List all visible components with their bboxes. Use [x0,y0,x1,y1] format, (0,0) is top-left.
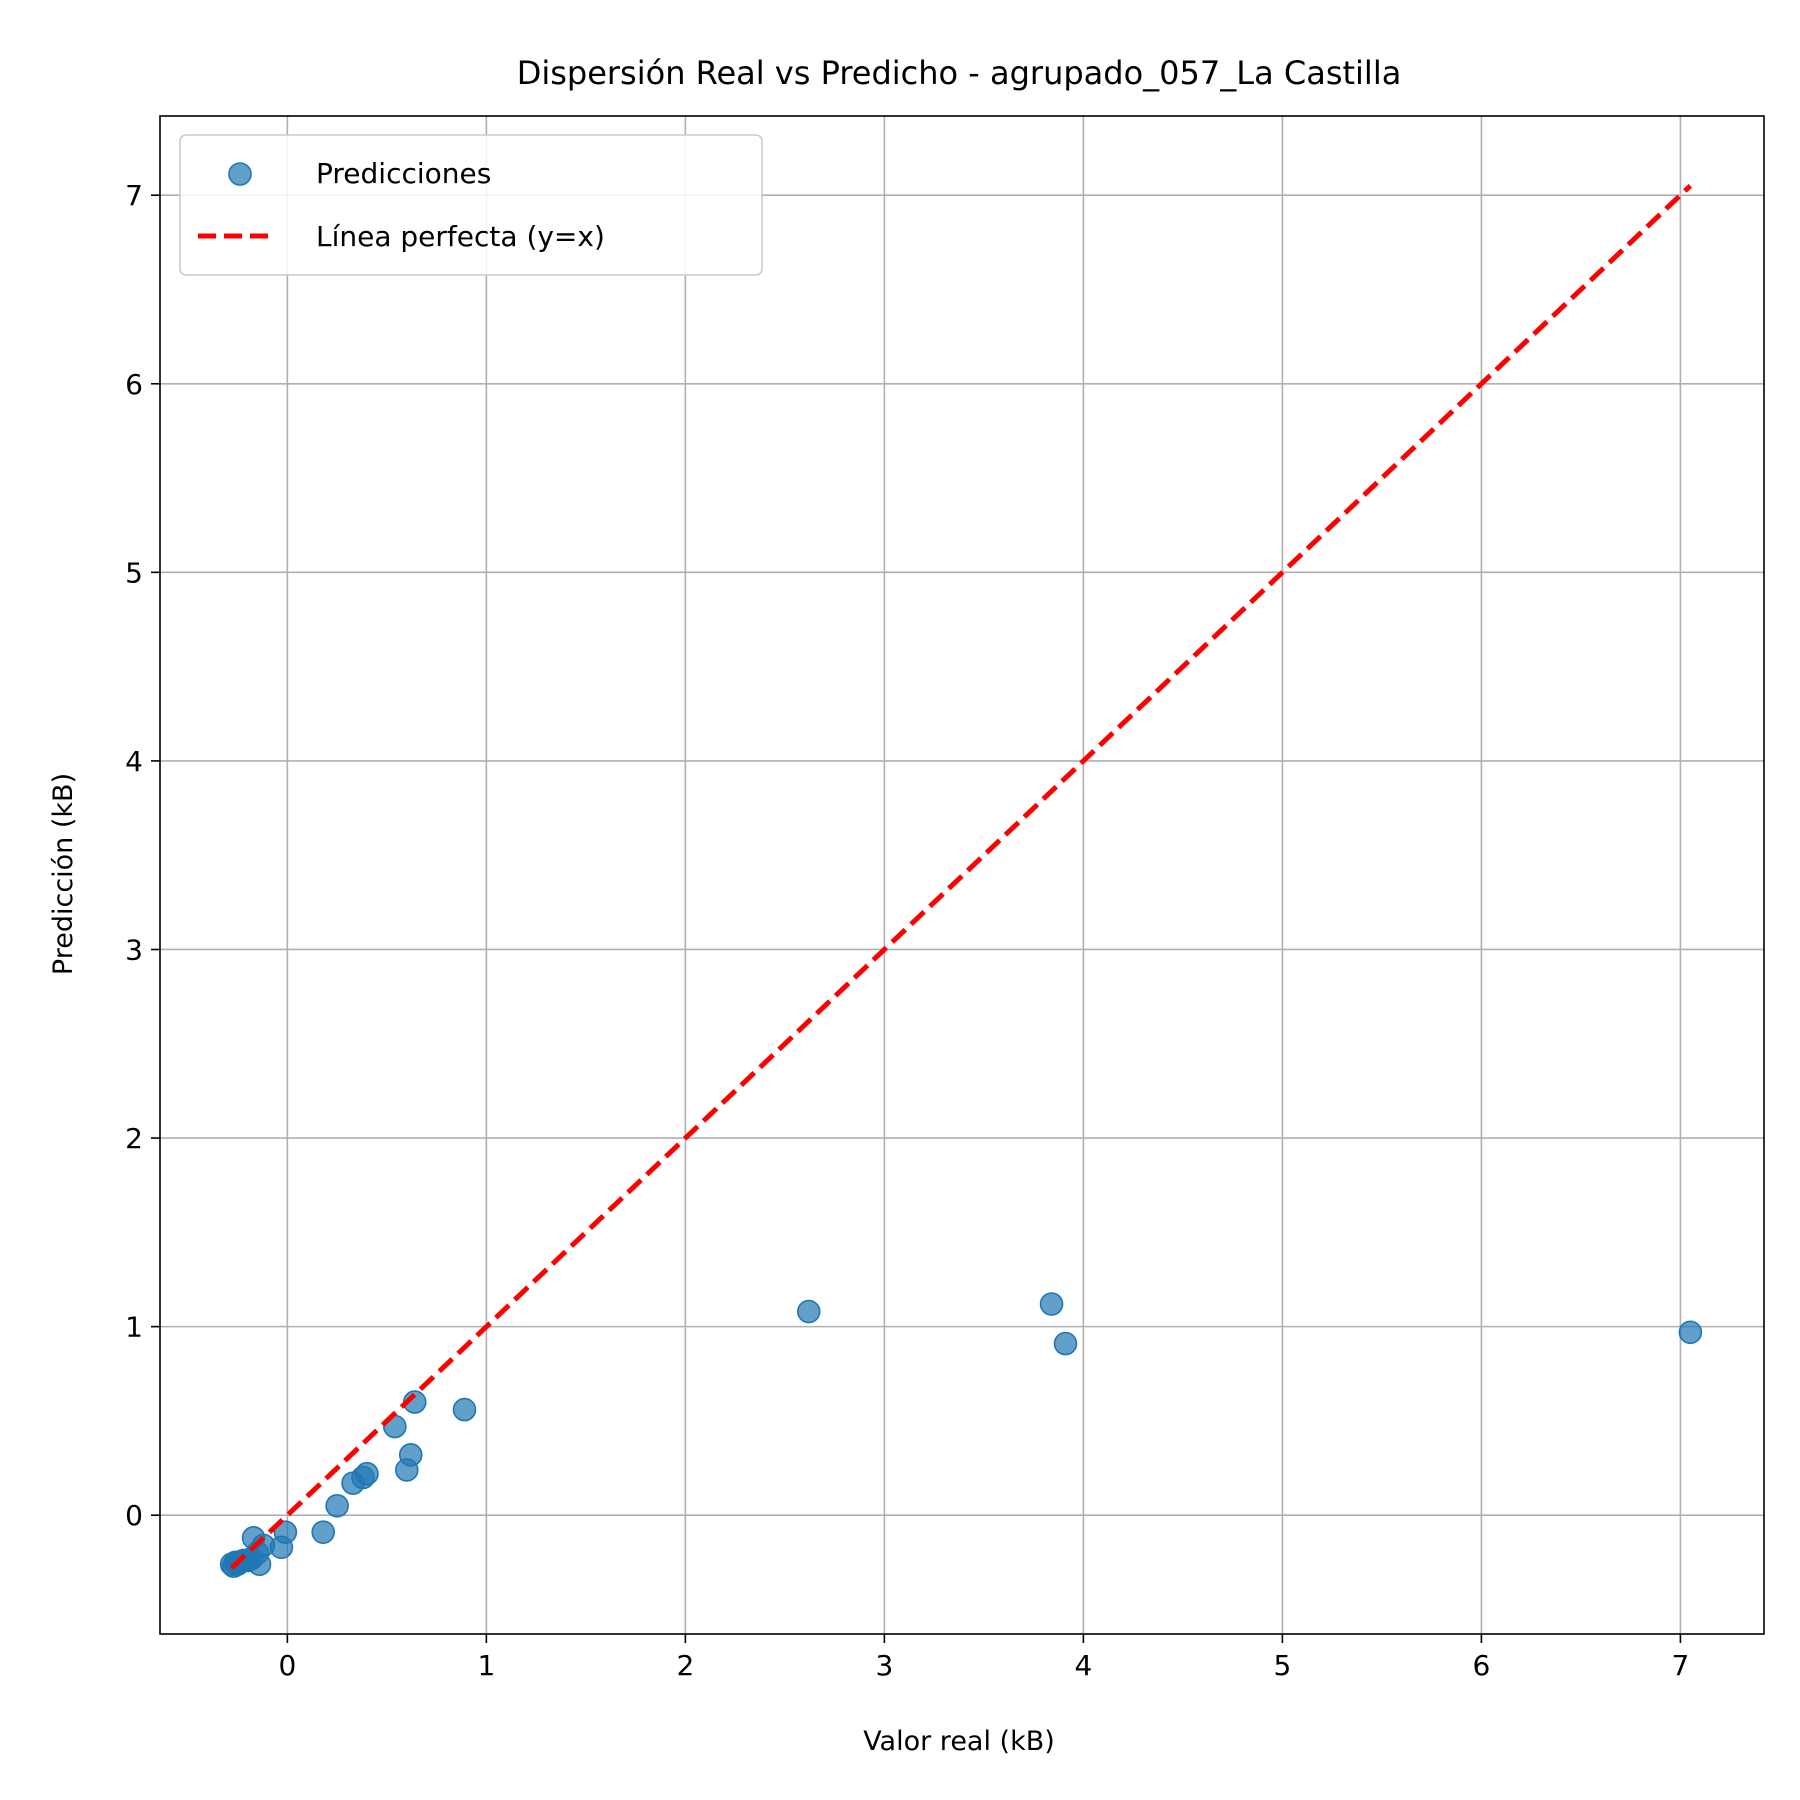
legend-marker-predicciones [228,162,252,186]
x-tick-label: 0 [278,1649,296,1682]
axis-ticks: 0 1 2 3 4 5 6 7 0 1 2 3 4 5 6 7 [125,179,1689,1682]
x-tick-label: 7 [1672,1649,1690,1682]
y-tick-label: 1 [125,1311,143,1344]
x-tick-label: 1 [477,1649,495,1682]
x-tick-label: 6 [1472,1649,1490,1682]
y-tick-label: 6 [125,368,143,401]
y-tick-label: 4 [125,745,143,778]
x-tick-label: 2 [676,1649,694,1682]
y-tick-label: 3 [125,933,143,966]
plot-frame [159,115,1765,1635]
y-tick-label: 2 [125,1122,143,1155]
data-point [311,1520,335,1544]
data-point [1678,1320,1703,1345]
x-tick-label: 3 [875,1649,893,1682]
y-tick-label: 5 [125,556,143,589]
x-tick-label: 4 [1074,1649,1092,1682]
data-point [355,1461,379,1486]
legend-box [179,134,763,276]
y-tick-label: 0 [125,1499,143,1532]
data-point [398,1443,423,1467]
chart-title: Dispersión Real vs Predicho - agrupado_0… [517,54,1402,92]
legend-label-perfect-line: Línea perfecta (y=x) [316,220,605,253]
perfect-line [229,183,1693,1570]
data-point [796,1299,821,1324]
data-point [325,1493,349,1518]
data-point [452,1397,477,1422]
data-point [273,1520,298,1544]
data-point [1039,1292,1064,1316]
legend-label-predicciones: Predicciones [316,157,491,190]
grid-lines [160,116,1764,1634]
data-point [1053,1331,1078,1356]
legend: Predicciones Línea perfecta (y=x) [179,134,763,276]
y-tick-label: 7 [125,179,143,212]
perfect-line-layer [229,183,1693,1570]
x-tick-label: 5 [1273,1649,1291,1682]
x-axis-label: Valor real (kB) [863,1726,1055,1757]
y-axis-label: Predicción (kB) [48,773,79,975]
